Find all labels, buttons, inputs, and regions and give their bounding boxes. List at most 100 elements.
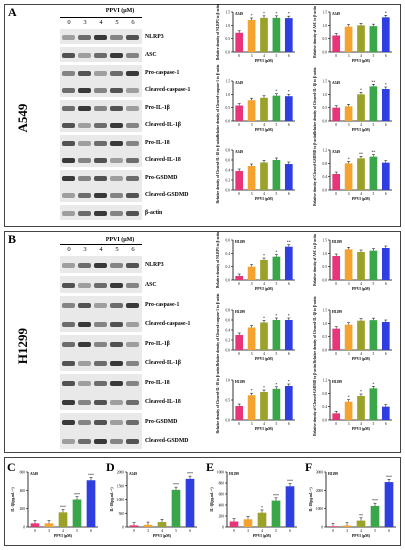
chart-11-x-tick-0: 0 [335, 422, 337, 426]
chart-0-tick-label: 0.5 [226, 37, 231, 41]
panel-b-band [94, 360, 107, 366]
panel-a-blot-strip [60, 100, 142, 132]
panel-b-band [110, 419, 123, 425]
chart-14-sig-2: * [261, 505, 263, 510]
chart-9-bar-1 [344, 324, 353, 350]
chart-14-x-tick-0: 0 [233, 529, 235, 533]
chart-9-x-tick-4: 6 [385, 352, 387, 356]
chart-10-tick-label: 1.0 [226, 379, 231, 383]
panel-b-row-label: ASC [145, 281, 157, 288]
chart-0-cell-label: A549 [235, 12, 243, 16]
chart-8-y-label: Relative density of Cleaved-caspase-1 to… [216, 294, 220, 367]
chart-15-sig-2: ** [359, 513, 363, 518]
panel-a-blot-strip [60, 170, 142, 202]
chart-11-bar-3 [369, 388, 378, 420]
chart-4-bar-1 [247, 166, 256, 190]
chart-5-sig-2: ** [359, 151, 363, 156]
chart-11-sig-1: * [348, 395, 350, 400]
chart-6-bar-1 [247, 266, 256, 280]
panel-a-band [94, 157, 107, 163]
panel-b-band [126, 399, 139, 405]
chart-15-x-tick-4: 6 [388, 529, 390, 533]
panel-a-band [126, 210, 139, 216]
chart-3-bar-4 [381, 89, 390, 121]
chart-11-x-tick-2: 4 [360, 422, 362, 426]
chart-13-bar-0 [129, 525, 139, 527]
chart-7-x-tick-4: 6 [385, 282, 387, 286]
panel-b-title: PPVI (μM) [105, 237, 135, 243]
chart-0-x-tick-3: 5 [276, 54, 278, 58]
panel-b-band [78, 321, 91, 327]
chart-3-tick-label: 1.0 [323, 93, 328, 97]
chart-6-tick-label: 0.4 [226, 252, 231, 256]
chart-6-sig-3: * [275, 250, 277, 255]
panel-b-row-label: Pro-GSDMD [145, 418, 178, 425]
panel-a-band [126, 192, 139, 198]
chart-6-x-tick-2: 4 [263, 282, 265, 286]
panel-b-row-label: Pro-IL-1β [145, 340, 170, 347]
chart-4-y-label: Relative density of Cleaved-IL-18 to β-a… [216, 137, 220, 204]
chart-2-tick-label: 0.5 [226, 106, 231, 110]
panel-a-frame [4, 4, 401, 227]
panel-b-band [78, 341, 91, 347]
chart-5-y-label: Relative density of Cleaved-GSDMD to β-a… [313, 134, 317, 206]
panel-f-label: F [305, 460, 313, 474]
panel-b-band [110, 438, 123, 444]
chart-5-x-tick-1: 3 [348, 192, 350, 196]
panel-b-band [110, 380, 123, 386]
chart-15-tick-label: 3000 [316, 471, 323, 475]
panel-b-blot-strip [60, 296, 142, 332]
chart-0-sig-2: * [263, 11, 265, 16]
chart-13-bar-4 [185, 478, 195, 527]
panel-a-band [62, 105, 75, 111]
chart-11-bar-2 [357, 396, 365, 420]
chart-12-bar-3 [72, 499, 82, 527]
chart-15-sig-3: *** [372, 498, 378, 503]
chart-8-tick-label: 0.2 [226, 339, 231, 343]
chart-3-cell-label: A549 [332, 81, 340, 85]
panel-b-band [78, 419, 91, 425]
chart-2-bar-1 [247, 100, 256, 121]
chart-0-bar-2 [260, 17, 268, 52]
chart-11-x-label: PPVI (μM) [352, 427, 371, 431]
chart-10-x-tick-3: 5 [276, 422, 278, 426]
chart-2-y-label: Relative density of Cleaved-caspase-1 to… [216, 65, 220, 138]
chart-10-cell-label: H1299 [235, 380, 245, 384]
chart-2-tick-label: 1.0 [226, 93, 231, 97]
panel-b-band [62, 399, 75, 405]
chart-12-tick-label: 0 [23, 526, 25, 530]
chart-14-bar-0 [229, 521, 239, 527]
chart-7-bar-1 [344, 249, 353, 280]
chart-9-tick-label: 0.0 [323, 349, 328, 353]
chart-14-sig-3: *** [273, 493, 279, 498]
chart-1-x-tick-0: 0 [335, 54, 337, 58]
chart-13-tick-label: 1000 [117, 498, 124, 502]
panel-a-band [110, 52, 123, 58]
chart-5-x-tick-4: 6 [385, 192, 387, 196]
chart-6-sig-2: * [263, 253, 265, 258]
chart-14-tick-label: 600 [219, 493, 225, 497]
panel-a-band [110, 175, 123, 181]
chart-13-x-tick-2: 4 [161, 529, 163, 533]
panel-a-band [94, 87, 107, 93]
chart-10-bar-1 [247, 395, 256, 420]
chart-15-cell-label: H1299 [328, 472, 338, 476]
chart-14-tick-label: 200 [219, 515, 225, 519]
chart-10-sig-3: * [275, 382, 277, 387]
panel-a-row-label: Cleaved-IL-18 [145, 156, 181, 163]
chart-5-x-tick-0: 0 [335, 192, 337, 196]
panel-d-label: D [106, 460, 115, 474]
panel-b-band [94, 302, 107, 308]
panel-b-band [126, 419, 139, 425]
chart-2-x-tick-2: 4 [263, 123, 265, 127]
chart-15-sig-4: *** [386, 474, 392, 479]
chart-13-bar-1 [143, 524, 153, 527]
chart-15-bar-2 [356, 520, 366, 527]
chart-3-sig-4: * [385, 82, 387, 87]
panel-b-row-label: NLRP3 [145, 261, 164, 268]
chart-3-sig-3: ** [371, 79, 375, 84]
panel-a-band [94, 52, 107, 58]
chart-15-bar-1 [342, 525, 352, 527]
panel-a-band [94, 140, 107, 146]
